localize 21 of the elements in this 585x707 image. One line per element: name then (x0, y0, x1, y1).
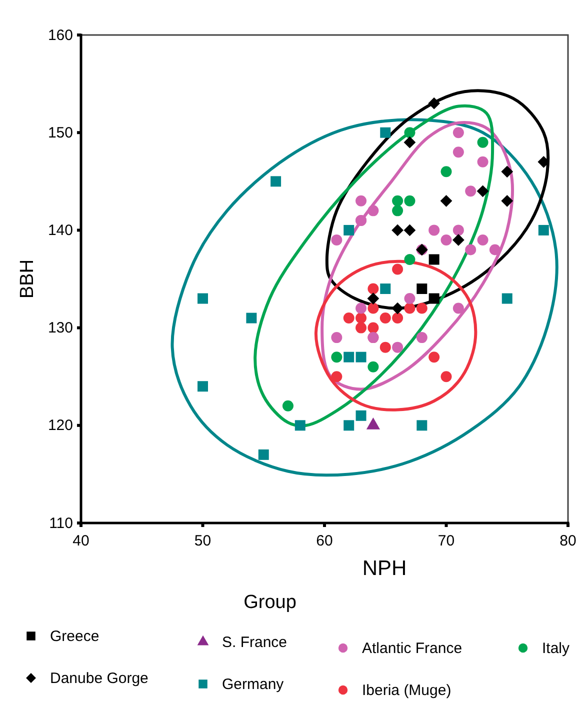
legend-label: Danube Gorge (50, 670, 148, 687)
x-axis-title: NPH (362, 557, 407, 580)
y-axis-title: BBH (17, 259, 38, 299)
y-tick-label: 120 (48, 417, 73, 434)
x-tick-label: 50 (194, 532, 212, 550)
legend-label: Greece (50, 628, 100, 645)
x-tick-label: 60 (316, 532, 333, 550)
legend-title: Group (244, 592, 296, 613)
y-tick-label: 130 (48, 320, 73, 337)
legend-label: Atlantic France (362, 640, 462, 657)
legend-label: Germany (222, 676, 284, 693)
y-tick-label: 110 (49, 514, 73, 532)
y-tick-label: 140 (48, 222, 73, 239)
x-tick-label: 70 (438, 532, 455, 550)
legend-label: Italy (542, 640, 570, 657)
x-tick-label: 80 (560, 532, 576, 550)
y-tick-label: 160 (48, 26, 73, 44)
legend-label: S. France (222, 634, 288, 651)
x-tick-label: 40 (72, 532, 90, 550)
y-tick-label: 150 (48, 124, 73, 142)
legend-label: Iberia (Muge) (362, 682, 452, 699)
